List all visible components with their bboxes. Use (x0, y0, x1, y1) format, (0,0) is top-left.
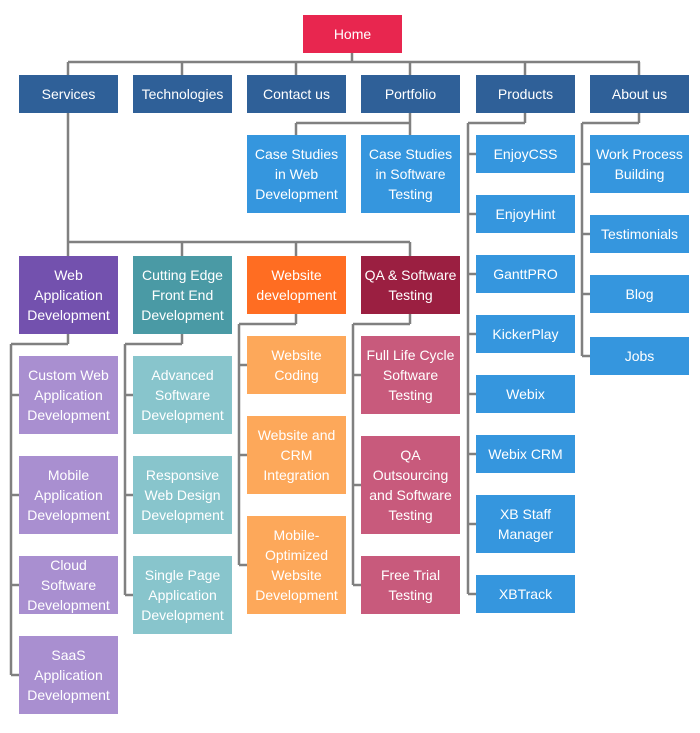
node-home[interactable]: Home (303, 15, 402, 53)
node-blog[interactable]: Blog (590, 275, 689, 313)
node-technologies[interactable]: Technologies (133, 75, 232, 113)
node-qa-software-testing[interactable]: QA & Software Testing (361, 256, 460, 314)
node-custom-web-application-development[interactable]: Custom Web Application Development (19, 356, 118, 434)
node-cloud-software-development[interactable]: Cloud Software Development (19, 556, 118, 614)
node-mobile-application-development[interactable]: Mobile Application Development (19, 456, 118, 534)
node-free-trial-testing[interactable]: Free Trial Testing (361, 556, 460, 614)
node-kickerplay[interactable]: KickerPlay (476, 315, 575, 353)
node-xbtrack[interactable]: XBTrack (476, 575, 575, 613)
node-ganttpro[interactable]: GanttPRO (476, 255, 575, 293)
node-mobile-optimized-website-development[interactable]: Mobile-Optimized Website Development (247, 516, 346, 614)
node-website-coding[interactable]: Website Coding (247, 336, 346, 394)
node-xb-staff-manager[interactable]: XB Staff Manager (476, 495, 575, 553)
node-portfolio[interactable]: Portfolio (361, 75, 460, 113)
node-products[interactable]: Products (476, 75, 575, 113)
node-responsive-web-design-development[interactable]: Responsive Web Design Development (133, 456, 232, 534)
node-jobs[interactable]: Jobs (590, 337, 689, 375)
node-cutting-edge-front-end-development[interactable]: Cutting Edge Front End Development (133, 256, 232, 334)
node-full-life-cycle-software-testing[interactable]: Full Life Cycle Software Testing (361, 336, 460, 414)
node-enjoycss[interactable]: EnjoyCSS (476, 135, 575, 173)
node-work-process-building[interactable]: Work Process Building (590, 135, 689, 193)
node-qa-outsourcing-and-software-testing[interactable]: QA Outsourcing and Software Testing (361, 436, 460, 534)
node-services[interactable]: Services (19, 75, 118, 113)
node-case-studies-in-software-testing[interactable]: Case Studies in Software Testing (361, 135, 460, 213)
node-enjoyhint[interactable]: EnjoyHint (476, 195, 575, 233)
node-website-and-crm-integration[interactable]: Website and CRM Integration (247, 416, 346, 494)
node-advanced-software-development[interactable]: Advanced Software Development (133, 356, 232, 434)
node-web-application-development[interactable]: Web Application Development (19, 256, 118, 334)
node-webix[interactable]: Webix (476, 375, 575, 413)
node-saas-application-development[interactable]: SaaS Application Development (19, 636, 118, 714)
node-single-page-application-development[interactable]: Single Page Application Development (133, 556, 232, 634)
node-contact-us[interactable]: Contact us (247, 75, 346, 113)
node-webix-crm[interactable]: Webix CRM (476, 435, 575, 473)
node-case-studies-in-web-development[interactable]: Case Studies in Web Development (247, 135, 346, 213)
node-website-development[interactable]: Website development (247, 256, 346, 314)
node-testimonials[interactable]: Testimonials (590, 215, 689, 253)
node-about-us[interactable]: About us (590, 75, 689, 113)
